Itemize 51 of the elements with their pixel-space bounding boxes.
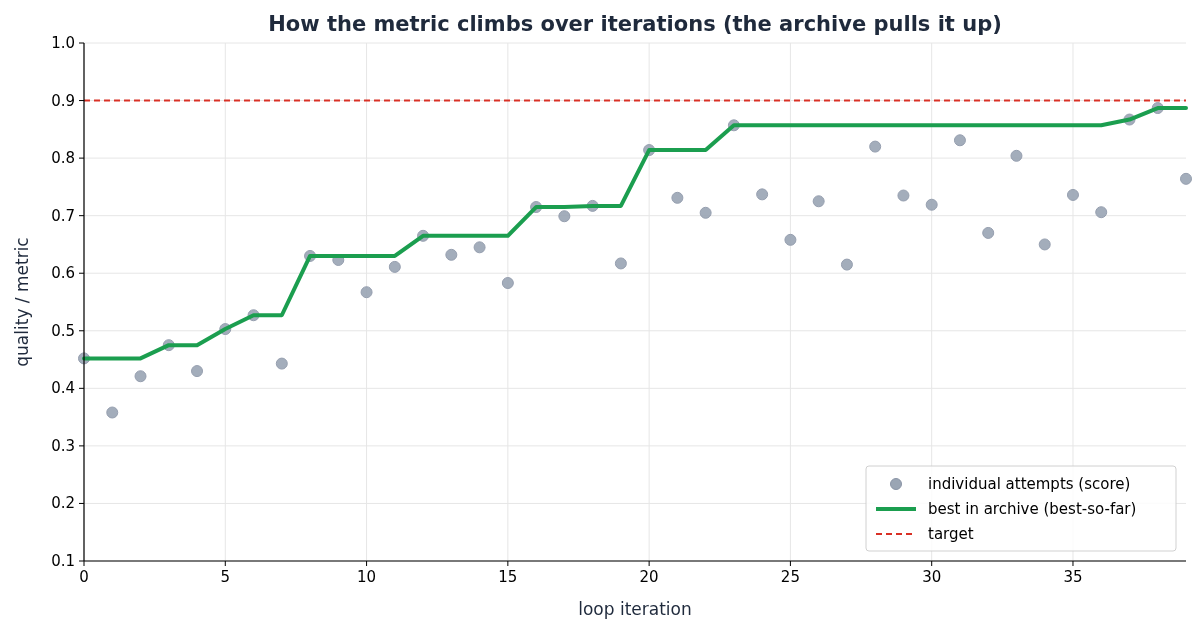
y-tick-label: 0.8	[51, 149, 75, 168]
point	[388, 260, 401, 273]
y-tick-label: 0.3	[51, 436, 75, 455]
point	[614, 257, 627, 270]
point	[812, 195, 825, 208]
x-tick-label: 35	[1063, 568, 1083, 586]
legend-label: best in archive (best-so-far)	[928, 500, 1137, 518]
point	[1010, 149, 1023, 162]
legend-label: target	[928, 525, 974, 543]
point	[982, 226, 995, 239]
y-tick-label: 0.4	[51, 379, 75, 398]
x-tick-label: 20	[639, 568, 659, 586]
point	[1180, 172, 1192, 185]
legend-label: individual attempts (score)	[928, 475, 1131, 493]
point	[897, 189, 910, 202]
point	[1095, 206, 1108, 219]
y-tick-label: 0.5	[51, 321, 75, 340]
y-tick-label: 0.9	[51, 91, 75, 110]
x-tick-label: 0	[79, 568, 89, 586]
y-axis-title: quality / metric	[12, 237, 32, 367]
point	[925, 198, 938, 211]
point	[275, 357, 288, 370]
point	[106, 406, 119, 419]
chart-title: How the metric climbs over iterations (the archive pulls it up)	[268, 12, 1002, 36]
point	[953, 134, 966, 147]
point	[191, 365, 204, 378]
point	[869, 140, 882, 153]
x-tick-label: 5	[220, 568, 231, 586]
y-tick-label: 0.1	[51, 552, 75, 570]
point	[134, 370, 147, 383]
point	[756, 188, 769, 201]
point	[473, 241, 486, 254]
point	[1066, 188, 1079, 201]
point	[1038, 238, 1051, 251]
y-tick-label: 1.0	[51, 34, 75, 52]
x-tick-label: 10	[357, 568, 377, 586]
point	[784, 233, 797, 246]
y-tick-label: 0.6	[51, 264, 75, 283]
point	[558, 210, 571, 223]
point	[840, 258, 853, 271]
x-tick-label: 15	[498, 568, 518, 586]
x-tick-label: 25	[780, 568, 800, 586]
y-tick-label: 0.7	[51, 206, 75, 225]
y-tick-label: 0.2	[51, 494, 75, 513]
x-tick-label: 30	[922, 568, 942, 586]
point	[360, 286, 373, 299]
point	[501, 277, 514, 290]
point	[445, 248, 458, 261]
x-axis-title: loop iteration	[578, 599, 692, 619]
point	[699, 206, 712, 219]
point	[671, 191, 684, 204]
